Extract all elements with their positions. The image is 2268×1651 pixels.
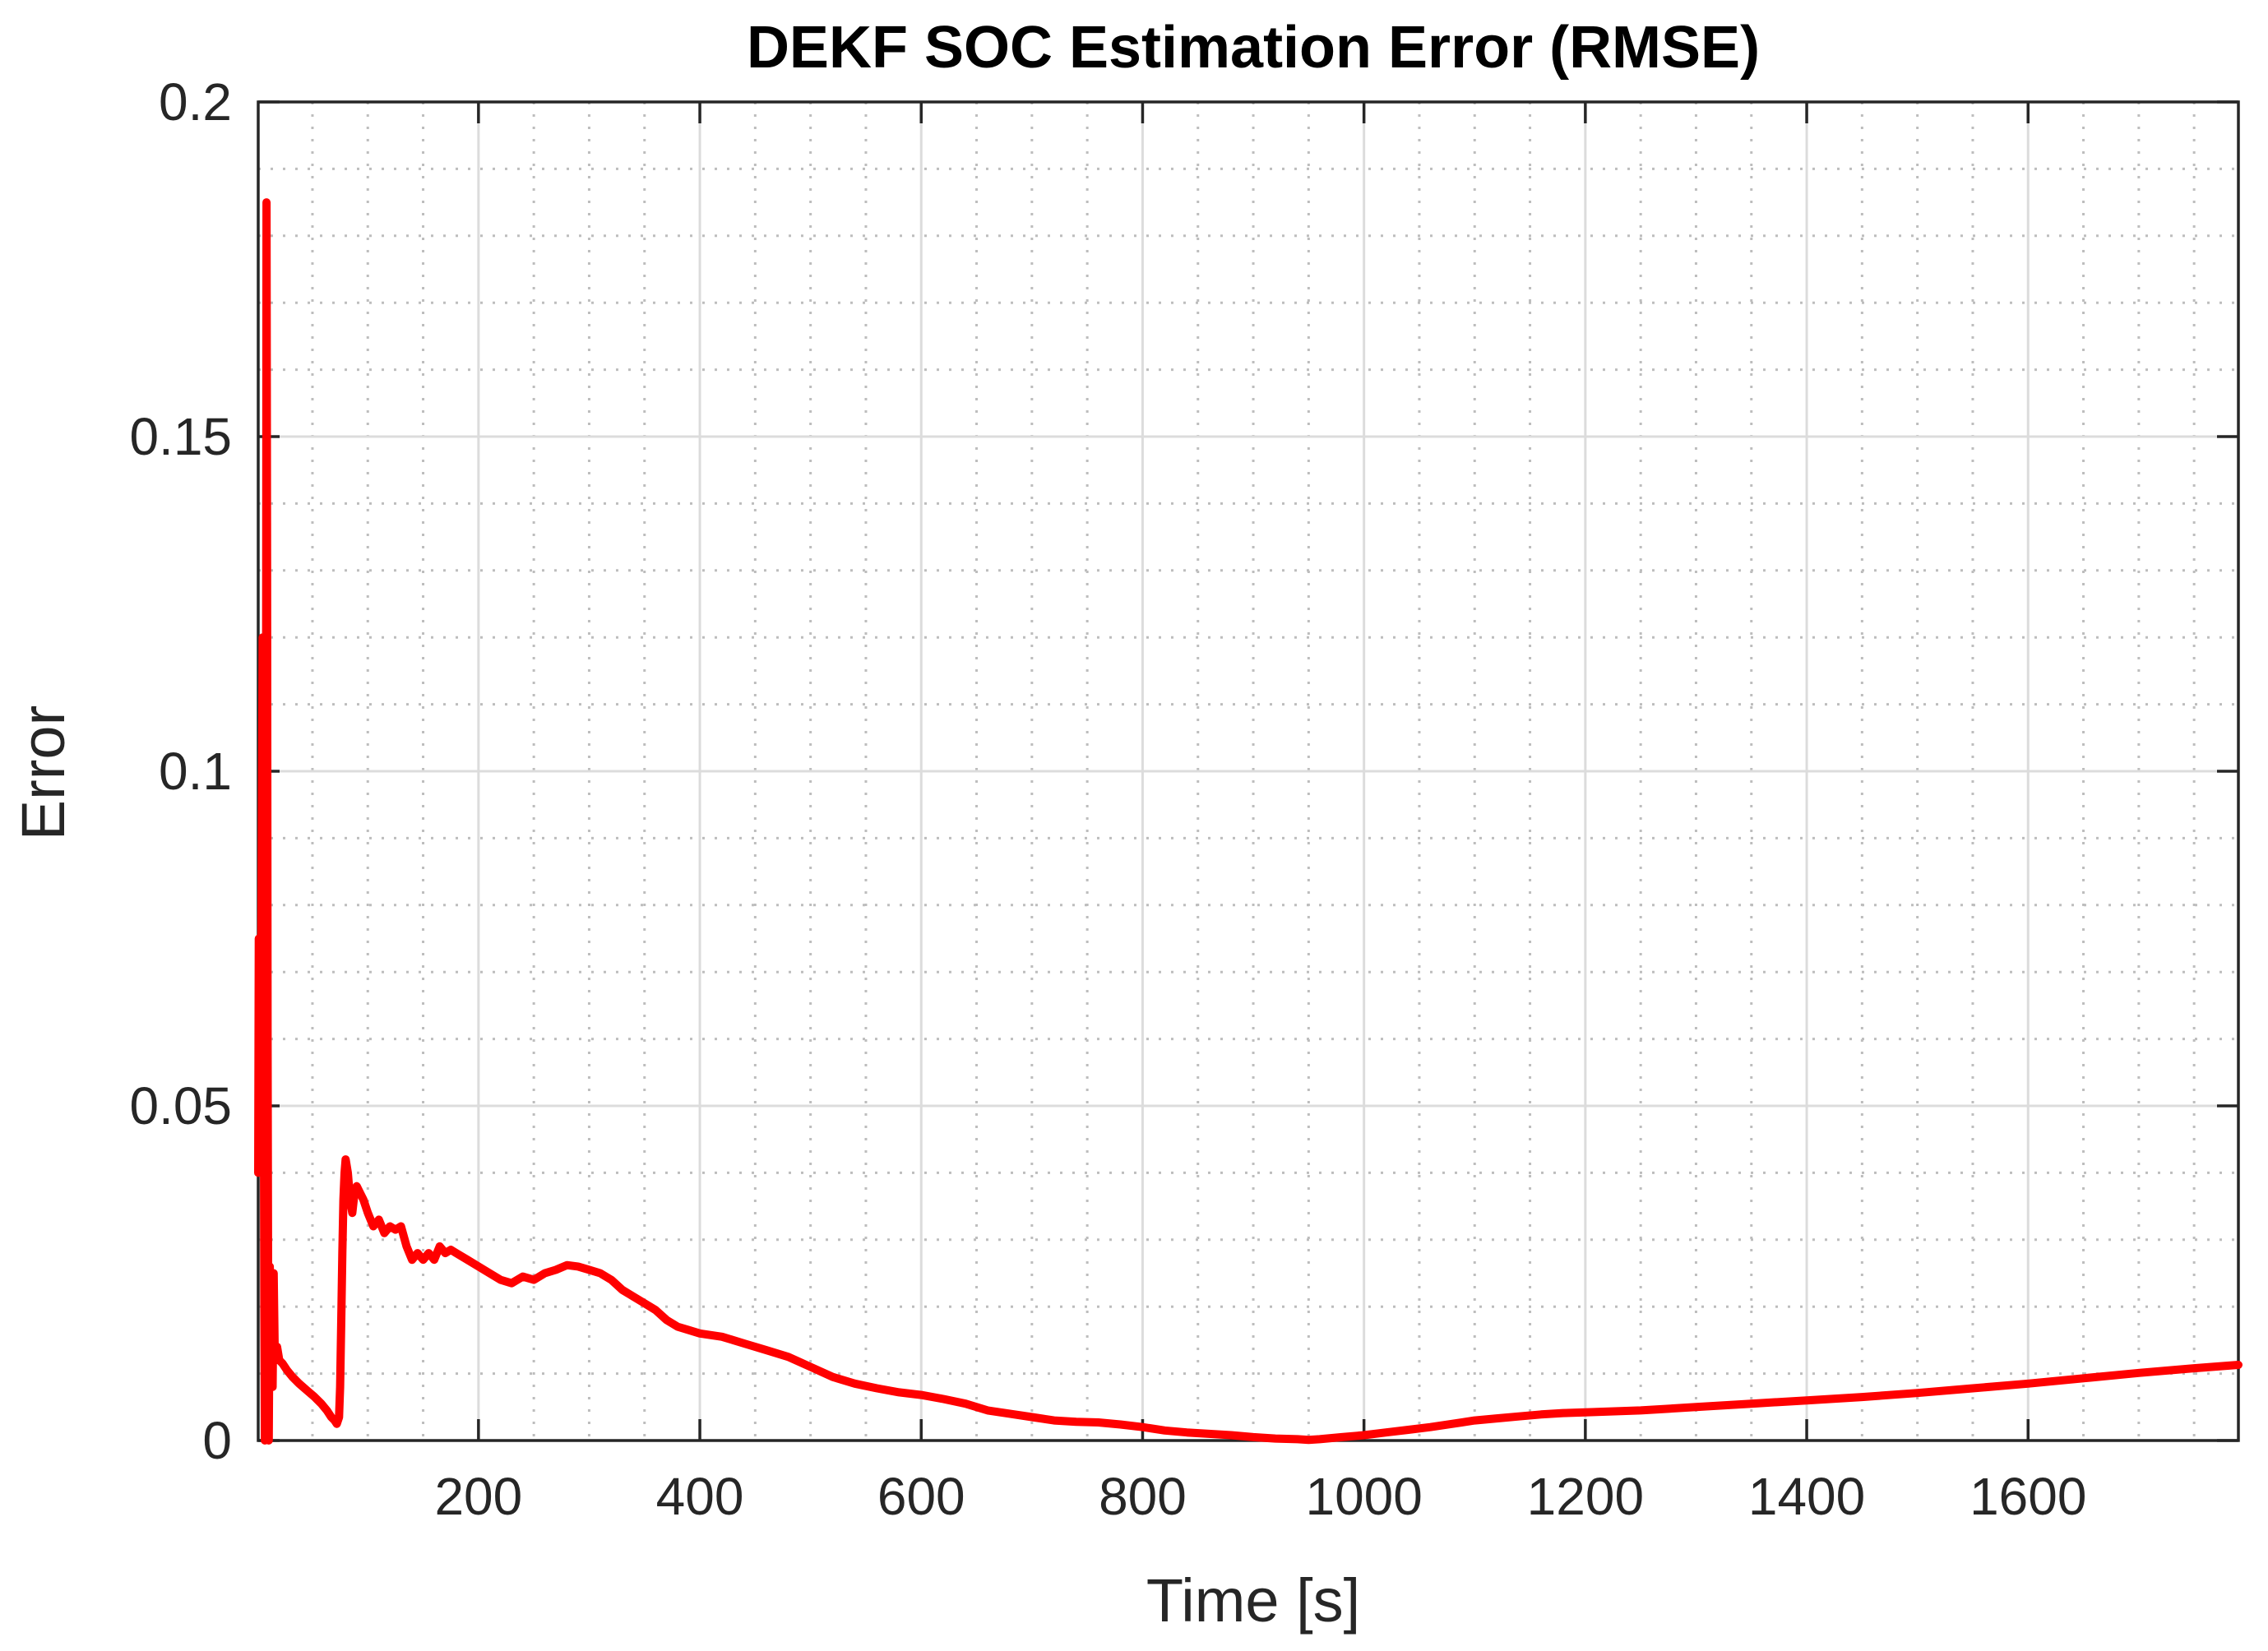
y-tick-label: 0.1	[159, 742, 232, 801]
y-tick-label: 0.2	[159, 72, 232, 132]
x-tick-label: 200	[434, 1467, 522, 1526]
series-layer	[254, 198, 2243, 1445]
x-axis-label: Time [s]	[1146, 1566, 1360, 1635]
minor-grid	[258, 102, 2238, 1441]
x-tick-label: 1000	[1305, 1467, 1422, 1526]
y-axis-tick-labels: 0 0.05 0.1 0.15 0.2	[129, 72, 232, 1470]
y-tick-label: 0.05	[129, 1076, 232, 1135]
y-axis-label: Error	[9, 705, 77, 840]
y-tick-label: 0.15	[129, 407, 232, 466]
x-axis-tick-labels: 200 400 600 800 1000 1200 1400 1600	[434, 1467, 2086, 1526]
chart-title: DEKF SOC Estimation Error (RMSE)	[747, 15, 1760, 81]
major-grid	[258, 102, 2238, 1441]
x-tick-label: 1400	[1748, 1467, 1865, 1526]
y-tick-label: 0	[202, 1411, 232, 1470]
x-tick-label: 1200	[1527, 1467, 1644, 1526]
x-tick-label: 800	[1099, 1467, 1187, 1526]
x-tick-label: 400	[656, 1467, 744, 1526]
x-tick-label: 600	[877, 1467, 965, 1526]
series-line-rmse	[254, 198, 2243, 1445]
x-tick-label: 1600	[1969, 1467, 2086, 1526]
